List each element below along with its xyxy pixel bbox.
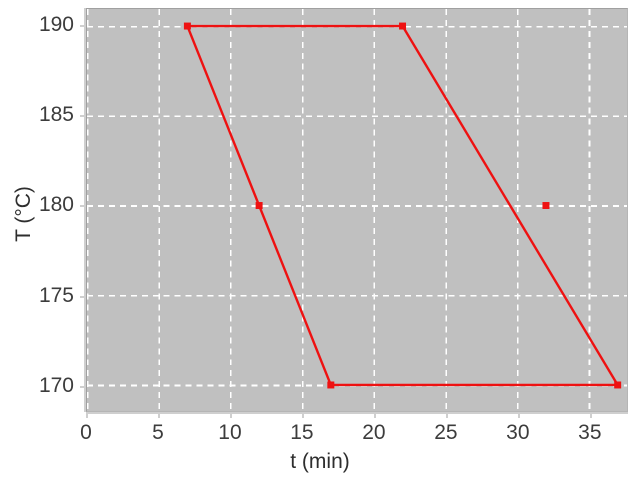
x-tick-mark <box>157 412 160 418</box>
y-axis-title: T (°C) <box>12 186 35 242</box>
series-marker <box>327 381 335 389</box>
x-tick-label: 35 <box>578 421 602 444</box>
y-tick-mark <box>80 295 86 298</box>
x-tick-mark <box>86 412 88 418</box>
series-marker <box>399 22 407 30</box>
y-tick-label: 190 <box>38 13 74 37</box>
x-tick-label: 20 <box>362 421 386 444</box>
x-tick-mark <box>301 412 304 418</box>
x-tick-label: 30 <box>506 421 530 444</box>
y-tick-label: 180 <box>38 193 74 217</box>
x-tick-label: 10 <box>218 421 242 444</box>
y-tick-mark <box>80 385 86 388</box>
series-segment <box>401 25 619 386</box>
data-series-layer <box>183 22 622 389</box>
y-tick-label: 175 <box>38 283 74 307</box>
x-tick-mark <box>229 412 232 418</box>
data-series <box>183 22 622 389</box>
y-axis-spine <box>82 8 86 412</box>
plot-area <box>86 8 628 412</box>
x-tick-mark <box>589 412 592 418</box>
x-tick-mark <box>445 412 448 418</box>
series-marker <box>542 202 550 209</box>
y-tick-mark <box>80 25 86 28</box>
x-axis-spine <box>86 412 628 417</box>
x-tick-label: 0 <box>80 421 92 444</box>
y-tick-mark <box>80 205 86 208</box>
y-tick-label: 170 <box>38 373 74 397</box>
x-tick-mark <box>517 412 520 418</box>
x-tick-mark <box>373 412 376 418</box>
series-marker <box>183 22 191 30</box>
gridlines <box>87 9 627 411</box>
series-marker <box>614 381 622 389</box>
y-tick-mark <box>80 115 86 118</box>
series-marker <box>255 202 263 209</box>
x-tick-label: 5 <box>152 421 164 444</box>
y-tick-label: 185 <box>38 103 74 127</box>
x-tick-label: 15 <box>290 421 314 444</box>
x-axis-title: t (min) <box>290 450 350 473</box>
x-tick-label: 25 <box>434 421 458 444</box>
